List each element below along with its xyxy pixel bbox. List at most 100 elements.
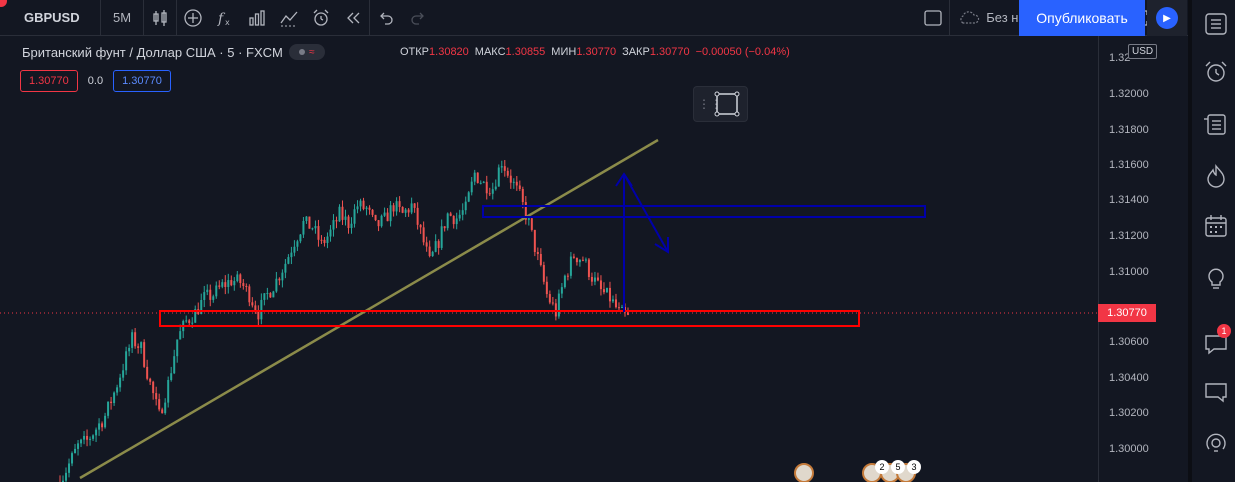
candle-body xyxy=(467,192,470,202)
symbol-search[interactable]: GBPUSD xyxy=(24,10,80,25)
candle-body xyxy=(281,272,284,281)
candle-body xyxy=(110,401,113,404)
candle-body xyxy=(560,287,563,294)
alerts-button[interactable] xyxy=(1200,56,1232,88)
speech-bubble-icon xyxy=(1205,383,1227,403)
price-scale[interactable]: 1.32 1.32000 1.31800 1.31600 1.31400 1.3… xyxy=(1098,36,1188,482)
undo-button[interactable] xyxy=(370,0,402,36)
candle-body xyxy=(530,218,533,230)
chart-style-button[interactable] xyxy=(144,0,176,36)
candle-body xyxy=(116,387,119,393)
redo-button[interactable] xyxy=(402,0,434,36)
candle-body xyxy=(65,472,68,481)
price-tick: 1.32 xyxy=(1109,52,1131,64)
arrowhead-down xyxy=(654,237,669,254)
candle-body xyxy=(584,259,587,261)
symbol-title[interactable]: Британский фунт / Доллар США · 5 · FXCM xyxy=(22,44,283,60)
candle-body xyxy=(587,259,590,277)
chats-button[interactable] xyxy=(1200,328,1232,360)
candle-body xyxy=(332,220,335,230)
candle-body xyxy=(476,172,479,184)
candle-body xyxy=(452,215,455,225)
candle-body xyxy=(62,480,65,482)
resistance-rectangle[interactable] xyxy=(482,205,926,218)
candle-body xyxy=(146,366,149,379)
arrow-down-drawing[interactable] xyxy=(623,173,669,253)
candle-body xyxy=(491,189,494,194)
hotlist-button[interactable] xyxy=(1200,160,1232,192)
candle-body xyxy=(284,263,287,273)
candle-body xyxy=(155,393,158,400)
candle-body xyxy=(482,181,485,183)
gb-flag-event-icon[interactable] xyxy=(794,463,814,482)
candle-body xyxy=(557,293,560,317)
candle-body xyxy=(137,346,140,348)
layout-button[interactable] xyxy=(917,0,949,36)
candle-body xyxy=(395,201,398,212)
rectangle-tool-icon[interactable] xyxy=(710,90,744,118)
candle-body xyxy=(122,370,125,378)
candle-body xyxy=(167,380,170,403)
interval-button[interactable]: 5M xyxy=(112,10,132,25)
candle-body xyxy=(356,206,359,210)
candle-body xyxy=(503,166,506,171)
buy-price-button[interactable]: 1.30770 xyxy=(113,70,171,92)
candle-body xyxy=(575,257,578,263)
currency-label[interactable]: USD xyxy=(1128,44,1158,59)
candle-body xyxy=(308,216,311,229)
list-icon xyxy=(1205,13,1227,35)
candle-body xyxy=(455,218,458,225)
right-sidebar xyxy=(1188,0,1235,482)
status-dot-icon xyxy=(299,49,306,55)
market-status-pill[interactable]: ≈ xyxy=(288,44,325,60)
candle-body xyxy=(302,220,305,235)
candle-body xyxy=(149,378,152,382)
templates-button[interactable] xyxy=(273,0,305,36)
price-tick: 1.30400 xyxy=(1109,372,1149,384)
candle-body xyxy=(437,241,440,248)
publish-video-button[interactable]: ▶ xyxy=(1147,0,1187,36)
candle-body xyxy=(371,209,374,215)
streams-button[interactable] xyxy=(1200,428,1232,460)
candle-body xyxy=(449,213,452,216)
candle-body xyxy=(164,402,167,414)
candle-body xyxy=(509,175,512,183)
change-value: −0.00050 (−0.04%) xyxy=(695,46,790,58)
candle-body xyxy=(380,215,383,227)
drag-handle-icon[interactable]: ⋮⋮ xyxy=(698,97,722,111)
publish-button[interactable]: Опубликовать xyxy=(1019,0,1145,36)
bar-chart-icon xyxy=(249,9,265,26)
support-rectangle[interactable] xyxy=(159,310,860,327)
replay-button[interactable] xyxy=(337,0,369,36)
candle-body xyxy=(368,207,371,210)
financials-button[interactable] xyxy=(241,0,273,36)
candle-body xyxy=(572,256,575,258)
candle-body xyxy=(188,320,191,323)
chart-pane[interactable] xyxy=(0,36,1098,482)
candle-body xyxy=(410,203,413,213)
data-window-button[interactable] xyxy=(1200,108,1232,140)
messages-button[interactable] xyxy=(1200,376,1232,408)
candle-body xyxy=(326,236,329,244)
candle-body xyxy=(485,181,488,194)
trendline-drawing[interactable] xyxy=(79,138,659,480)
alarm-clock-icon xyxy=(1205,61,1227,82)
candle-body xyxy=(488,193,491,195)
sell-price-button[interactable]: 1.30770 xyxy=(20,70,78,92)
ideas-button[interactable] xyxy=(1200,262,1232,294)
lightbulb-icon xyxy=(1208,268,1224,289)
calendar-button[interactable] xyxy=(1200,210,1232,242)
low-value: МИН1.30770 xyxy=(551,46,617,58)
candle-body xyxy=(227,280,230,287)
price-tick: 1.31600 xyxy=(1109,159,1149,171)
candle-body xyxy=(431,251,434,257)
candle-body xyxy=(266,293,269,295)
watchlist-button[interactable] xyxy=(1200,8,1232,40)
alert-button[interactable] xyxy=(305,0,337,36)
candle-body xyxy=(179,331,182,340)
candle-body xyxy=(143,342,146,367)
candle-body xyxy=(617,307,620,309)
candle-body xyxy=(77,443,80,449)
compare-button[interactable] xyxy=(177,0,209,36)
